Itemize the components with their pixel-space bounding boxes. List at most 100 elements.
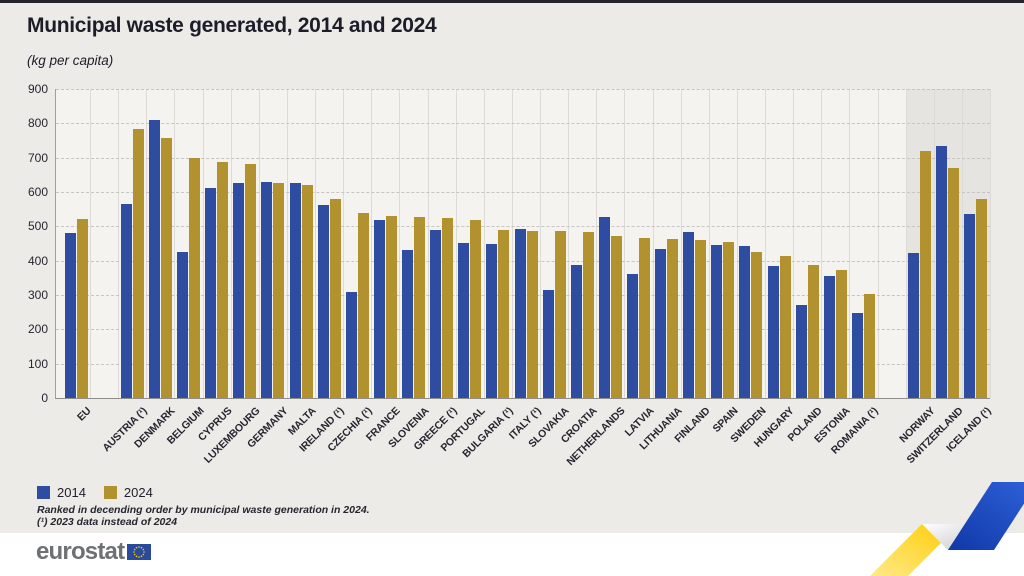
legend: 2014 2024	[37, 485, 171, 500]
bar-2024-estonia	[835, 270, 847, 398]
gridline-col-11	[371, 89, 373, 398]
bar-2014-austria	[120, 204, 132, 398]
bar-2024-norway	[920, 151, 932, 398]
bar-2024-spain	[723, 242, 735, 398]
bar-2024-france	[385, 216, 397, 398]
bar-2024-bulgaria	[498, 230, 510, 398]
bar-2024-croatia	[582, 232, 594, 398]
bar-chart-plot	[55, 89, 991, 399]
y-tick-500: 500	[27, 219, 48, 234]
footer-strip: eurostat	[0, 533, 1024, 576]
gridline-col-29	[877, 89, 879, 398]
bar-2024-denmark	[160, 138, 172, 398]
gridline-col-4	[174, 89, 176, 398]
gridline-y-500	[56, 226, 990, 228]
eu-flag-icon	[127, 544, 152, 560]
bar-2024-belgium	[189, 158, 201, 398]
y-tick-100: 100	[27, 356, 48, 371]
bar-2024-romania	[863, 294, 875, 398]
bar-2014-portugal	[458, 243, 470, 398]
bar-2014-denmark	[148, 120, 160, 398]
footnote-ranking: Ranked in decending order by municipal w…	[37, 504, 370, 516]
top-border-bar	[0, 0, 1024, 3]
bar-2014-cyprus	[205, 188, 217, 398]
bar-2014-eu	[64, 233, 76, 398]
gridline-y-800	[56, 123, 990, 125]
bar-2024-poland	[807, 265, 819, 398]
bar-2014-malta	[289, 183, 301, 398]
y-tick-800: 800	[27, 116, 48, 131]
bar-2024-finland	[695, 240, 707, 398]
gridline-col-5	[202, 89, 204, 398]
bar-2014-latvia	[626, 274, 638, 398]
y-tick-700: 700	[27, 150, 48, 165]
bar-2024-ireland	[329, 199, 341, 398]
y-tick-0: 0	[41, 391, 48, 405]
bar-2024-netherlands	[610, 236, 622, 398]
bar-2024-slovenia	[414, 217, 425, 398]
gridline-col-23	[708, 89, 710, 398]
bar-2014-croatia	[570, 265, 582, 398]
bar-2024-eu	[76, 219, 88, 398]
gridline-col-8	[286, 89, 288, 398]
gridline-col-9	[315, 89, 317, 398]
legend-label-2024: 2024	[123, 485, 153, 500]
gridline-col-21	[652, 89, 654, 398]
bar-2014-slovenia	[402, 250, 413, 398]
bar-2024-latvia	[638, 238, 650, 398]
y-tick-600: 600	[27, 185, 48, 199]
gridline-col-28	[849, 89, 851, 398]
bar-2024-italy	[526, 231, 538, 398]
bar-2014-hungary	[767, 266, 779, 398]
eurostat-logo-text: eurostat	[36, 538, 125, 565]
bar-2024-slovakia	[554, 231, 566, 398]
bar-2024-switzerland	[948, 168, 960, 398]
gridline-col-18	[568, 89, 570, 398]
bar-2014-lithuania	[655, 249, 667, 398]
bar-2014-france	[373, 220, 385, 398]
gridline-y-600	[56, 192, 990, 193]
bar-2024-sweden	[751, 252, 763, 398]
gridline-col-22	[680, 89, 682, 398]
bar-2024-malta	[301, 185, 313, 398]
gridline-col-16	[511, 89, 513, 398]
chart-title: Municipal waste generated, 2014 and 2024	[27, 14, 437, 37]
bar-2014-italy	[514, 229, 526, 398]
eurostat-logo: eurostat	[36, 538, 152, 565]
bar-2014-belgium	[177, 252, 189, 398]
gridline-col-27	[821, 89, 823, 398]
bar-2024-cyprus	[217, 162, 229, 398]
gridline-col-13	[427, 89, 429, 398]
ribbon-blue-stripe	[948, 482, 1024, 550]
gridline-col-32	[961, 89, 963, 398]
gridline-col-15	[483, 89, 485, 398]
y-tick-900: 900	[27, 82, 48, 96]
bar-2014-germany	[261, 182, 273, 398]
bar-2024-hungary	[779, 256, 791, 398]
gridline-col-17	[540, 89, 542, 398]
bar-2014-luxembourg	[233, 183, 245, 398]
bar-2024-greece	[442, 218, 454, 398]
gridline-col-19	[596, 89, 598, 398]
y-tick-400: 400	[27, 253, 48, 268]
non-eu-highlight-panel	[905, 89, 990, 398]
bar-2014-netherlands	[598, 217, 610, 398]
gridline-col-30	[905, 89, 907, 398]
bar-2014-estonia	[823, 276, 835, 398]
gridline-col-14	[455, 89, 457, 398]
chart-subtitle: (kg per capita)	[27, 53, 114, 68]
eurostat-ribbon-graphic	[870, 482, 1024, 576]
gridline-col-1	[90, 89, 92, 398]
bar-2014-iceland	[964, 214, 976, 398]
bar-2024-czechia	[357, 213, 369, 398]
gridline-col-10	[343, 89, 345, 398]
y-tick-200: 200	[27, 322, 48, 337]
bar-2024-iceland	[976, 199, 988, 398]
legend-label-2014: 2014	[57, 485, 86, 500]
gridline-col-31	[933, 89, 935, 398]
bar-2014-poland	[795, 305, 807, 398]
bar-2014-ireland	[317, 205, 329, 398]
gridline-col-7	[258, 89, 260, 398]
bar-2014-sweden	[739, 246, 751, 398]
